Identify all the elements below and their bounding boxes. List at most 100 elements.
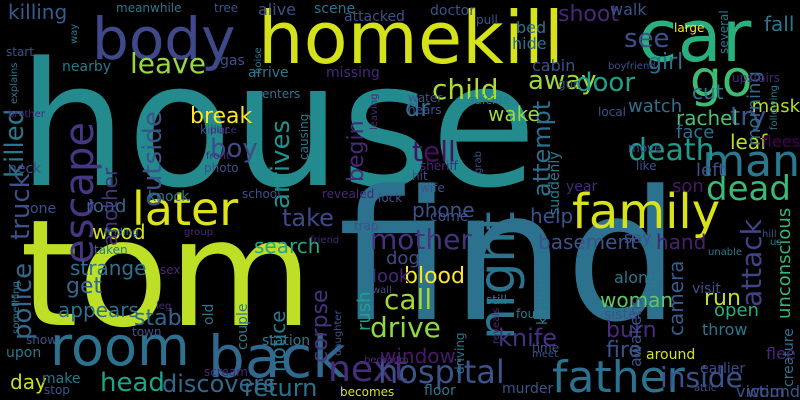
- word-look: look: [372, 266, 410, 287]
- word-killing: killing: [8, 0, 68, 24]
- word-around: around: [646, 347, 696, 363]
- word-victim: victim: [736, 382, 786, 400]
- word-shoot: shoot: [558, 2, 619, 27]
- word-boy: boy: [210, 134, 258, 164]
- word-homekill: homekill: [258, 0, 564, 80]
- word-lock: lock: [378, 191, 403, 205]
- word-basement: basement: [538, 230, 638, 254]
- word-death: death: [628, 133, 715, 168]
- word-tree: tree: [214, 1, 239, 15]
- word-meet: meet: [532, 349, 558, 360]
- word-room: room: [50, 315, 190, 378]
- word-boyfriend: boyfriend: [608, 61, 656, 72]
- word-arrive: arrive: [248, 65, 289, 81]
- word-day: day: [10, 370, 47, 394]
- word-get: get: [66, 274, 103, 299]
- word-nearby: nearby: [62, 59, 111, 75]
- word-town: town: [132, 325, 162, 339]
- word-tom: tom: [20, 188, 313, 360]
- word-dead: dead: [706, 169, 791, 209]
- word-alive: alive: [258, 0, 297, 19]
- word-back: back: [208, 323, 346, 391]
- word-blood: blood: [404, 264, 465, 289]
- word-large: large: [674, 21, 705, 35]
- word-place: place: [210, 125, 237, 136]
- word-head: head: [100, 368, 165, 398]
- word-water: water: [408, 91, 443, 105]
- word-try: try: [730, 102, 767, 132]
- word-station: station: [262, 333, 311, 349]
- word-school: school: [242, 187, 281, 201]
- word-attacked: attacked: [344, 9, 405, 25]
- word-cut: cut: [692, 80, 724, 104]
- word-dr: dr: [405, 94, 431, 122]
- word-murder: murder: [502, 381, 554, 397]
- word-child: child: [432, 73, 499, 106]
- word-discovers: discovers: [162, 370, 276, 398]
- word-like: like: [636, 159, 657, 173]
- word-woman: woman: [600, 288, 674, 312]
- word-hears: hears: [408, 103, 442, 117]
- word-missing: missing: [326, 65, 380, 81]
- word-upstairs: upstairs: [732, 71, 781, 85]
- word-neck: neck: [8, 161, 42, 177]
- word-next: next: [328, 349, 408, 390]
- word-finding: finding: [104, 227, 139, 238]
- word-go: go: [690, 50, 753, 108]
- word-fall: fall: [764, 12, 795, 36]
- word-driving: driving: [453, 332, 467, 375]
- word-daughter: daughter: [333, 310, 344, 356]
- word-trap: trap: [354, 219, 379, 233]
- word-begin: begin: [344, 120, 369, 182]
- word-leaving: leaving: [369, 93, 380, 130]
- word-sister: sister: [604, 307, 643, 323]
- word-left: left: [696, 160, 726, 181]
- word-man: man: [702, 136, 800, 187]
- word-way: way: [69, 23, 80, 44]
- word-take: take: [282, 204, 334, 232]
- word-stab: stab: [134, 306, 182, 331]
- word-year: year: [566, 179, 598, 195]
- word-strange: strange: [70, 256, 147, 280]
- word-hospital: hospital: [378, 353, 505, 391]
- word-upon: upon: [6, 345, 42, 361]
- word-kitchen: kitchen: [535, 273, 551, 325]
- word-leave: leave: [130, 47, 206, 80]
- word-hand: hand: [656, 230, 707, 254]
- word-following: following: [769, 85, 780, 130]
- word-explains: explains: [9, 62, 20, 104]
- word-inside: inside: [660, 361, 743, 394]
- word-father: father: [552, 352, 685, 400]
- word-body: body: [92, 5, 236, 73]
- word-found: found: [516, 307, 551, 321]
- word-unconscious: unconscious: [774, 207, 795, 319]
- word-make: make: [42, 371, 81, 387]
- word-road: road: [86, 196, 127, 217]
- word-see: see: [624, 24, 670, 54]
- word-corpse: corpse: [308, 289, 333, 364]
- word-suddenly: suddenly: [547, 151, 563, 216]
- word-walk: walk: [610, 0, 647, 19]
- word-run: run: [704, 286, 741, 311]
- word-floor: floor: [424, 383, 456, 399]
- word-son: son: [672, 176, 704, 197]
- word-hill: hill: [762, 229, 777, 240]
- word-brother: brother: [8, 109, 45, 120]
- word-revealed: revealed: [322, 187, 375, 201]
- word-girl: girl: [648, 50, 684, 75]
- word-causing: causing: [297, 114, 311, 161]
- word-leg: leg: [156, 301, 172, 312]
- word-come: come: [430, 209, 469, 225]
- word-open: open: [714, 300, 759, 321]
- word-car: car: [638, 0, 752, 78]
- word-front: front: [206, 151, 230, 162]
- word-taken: taken: [94, 243, 128, 257]
- word-search: search: [254, 234, 321, 258]
- word-us: us: [770, 237, 782, 248]
- word-gun: gun: [558, 77, 581, 91]
- word-reveals: reveals: [491, 307, 502, 344]
- word-throw: throw: [702, 320, 748, 339]
- word-meanwhile: meanwhile: [116, 1, 182, 15]
- word-cabin: cabin: [532, 56, 576, 75]
